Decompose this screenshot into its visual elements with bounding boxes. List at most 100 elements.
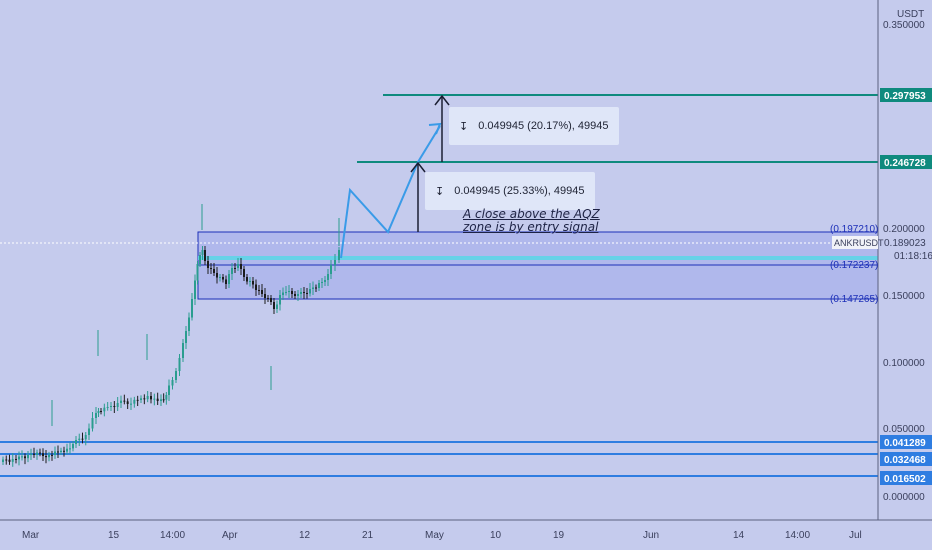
candle-body	[5, 459, 8, 461]
price-tick-label: 0.050000	[883, 424, 925, 435]
candle-body	[78, 438, 81, 440]
candle-body	[188, 317, 190, 331]
candle-body	[81, 438, 84, 440]
candle-body	[246, 277, 248, 282]
candle-body	[106, 407, 109, 408]
candle-body	[30, 453, 32, 455]
candle-body	[8, 459, 11, 462]
candle-body	[324, 280, 326, 282]
candle-body	[140, 398, 142, 400]
candle-body	[146, 396, 149, 400]
measure-arrowhead-upper	[434, 94, 450, 106]
candle-body	[27, 455, 29, 459]
price-tag-support3-text: 0.016502	[884, 474, 926, 485]
candle-body	[24, 456, 26, 459]
candle-body	[57, 451, 59, 453]
price-tag-tp1	[880, 155, 932, 169]
time-tick-label: Apr	[222, 530, 238, 541]
measure-label-upper[interactable]: ↧ 0.049945 (20.17%), 49945	[449, 107, 619, 145]
time-tick-label: 14:00	[785, 530, 810, 541]
candle-body	[315, 287, 317, 289]
candlestick-series	[2, 204, 340, 467]
current-price-label: 0.189023	[884, 238, 926, 249]
candle-body	[160, 399, 162, 401]
candle-body	[300, 292, 302, 294]
price-axis[interactable]	[878, 0, 932, 520]
time-tick-label: 14	[733, 530, 745, 541]
candle-body	[234, 268, 236, 269]
candle-body	[321, 282, 323, 283]
currency-label: USDT	[897, 9, 924, 20]
measure-label-upper-text: 0.049945 (20.17%), 49945	[478, 120, 609, 132]
time-tick-label: 12	[299, 530, 311, 541]
price-tick-label: 0.000000	[883, 492, 925, 503]
candle-body	[130, 403, 132, 405]
candle-body	[15, 459, 17, 460]
candle-body	[182, 343, 184, 358]
candle-body	[199, 255, 201, 264]
time-tick-label: 19	[553, 530, 565, 541]
candle-body	[126, 401, 129, 404]
candle-body	[318, 283, 320, 288]
candle-body	[91, 418, 94, 429]
candle-body	[204, 250, 206, 261]
price-tag-support2-text: 0.032468	[884, 455, 926, 466]
zone-mid-label: (0.172237)	[830, 260, 878, 271]
chart-note-line2: zone is by entry signal	[463, 220, 599, 234]
projected-path[interactable]	[340, 125, 441, 259]
candle-body	[113, 406, 116, 407]
chart-note-line1: A close above the AQZ	[463, 207, 600, 221]
price-tag-support1	[880, 435, 932, 449]
price-tick-label: 0.350000	[883, 20, 925, 31]
price-tick-label: 0.100000	[883, 358, 925, 369]
chart-note[interactable]: A close above the AQZ zone is by entry s…	[463, 208, 600, 234]
symbol-tag-text: ANKRUSDT	[834, 238, 884, 248]
current-price-band	[198, 256, 878, 260]
candle-body	[213, 269, 215, 273]
candle-body	[222, 277, 224, 280]
candle-body	[306, 293, 308, 294]
candle-body	[11, 459, 14, 462]
candle-body	[207, 261, 209, 268]
candle-body	[312, 287, 314, 289]
time-tick-label: 14:00	[160, 530, 185, 541]
measure-label-lower-text: 0.049945 (25.33%), 49945	[454, 185, 585, 197]
price-tag-tp1-text: 0.246728	[884, 158, 926, 169]
candle-body	[231, 268, 233, 274]
candle-body	[54, 451, 56, 455]
price-tag-tp2-text: 0.297953	[884, 91, 926, 102]
candle-body	[72, 444, 74, 449]
candle-body	[162, 399, 165, 401]
time-tick-label: 21	[362, 530, 374, 541]
candle-body	[210, 268, 212, 269]
candle-body	[330, 265, 332, 274]
candle-body	[103, 407, 106, 412]
price-tag-tp2	[880, 88, 932, 102]
candle-body	[216, 273, 218, 278]
candle-body	[110, 406, 112, 407]
candle-body	[225, 279, 227, 284]
time-tick-label: May	[425, 530, 444, 541]
candle-body	[100, 411, 102, 412]
candle-body	[33, 453, 35, 455]
candle-body	[133, 399, 136, 404]
candle-body	[327, 274, 329, 280]
candle-body	[243, 269, 245, 277]
candle-body	[2, 459, 4, 462]
candle-body	[309, 289, 311, 294]
candle-body	[150, 396, 152, 400]
candle-body	[45, 456, 47, 458]
measure-label-lower[interactable]: ↧ 0.049945 (25.33%), 49945	[425, 172, 595, 210]
candle-body	[60, 450, 62, 452]
time-axis[interactable]	[0, 520, 932, 550]
candle-body	[66, 448, 68, 452]
candle-body	[36, 452, 38, 455]
candle-body	[75, 440, 77, 444]
candle-body	[282, 292, 284, 295]
time-tick-label: Jul	[849, 530, 862, 541]
candle-body	[153, 398, 156, 400]
countdown-label: 01:18:16	[894, 251, 932, 262]
candle-body	[196, 264, 199, 281]
